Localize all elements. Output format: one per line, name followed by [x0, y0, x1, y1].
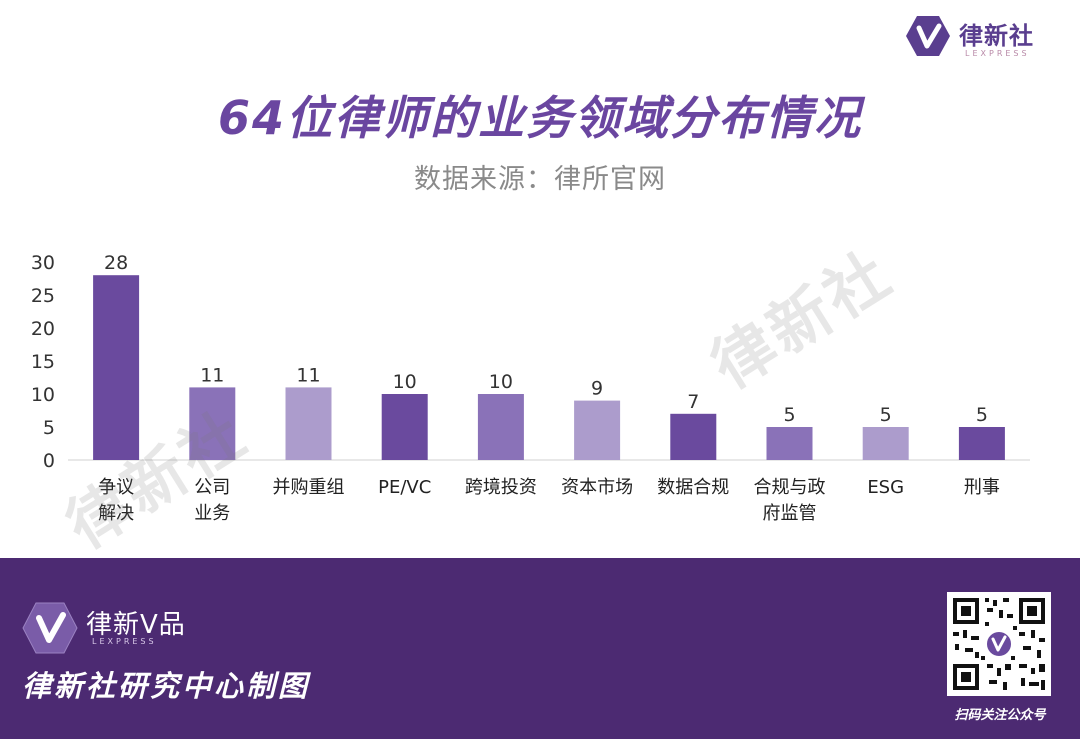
logo-brand-text: 律新社: [959, 22, 1034, 50]
footer-banner: 律新V品 LEXPRESS 律新社研究中心制图 扫码关注公众号: [0, 558, 1080, 739]
x-tick-label: PE/VC: [378, 477, 431, 498]
x-tick-label: 刑事: [964, 477, 1000, 498]
logo-sub-text: LEXPRESS: [965, 49, 1030, 58]
bar: [477, 394, 524, 460]
data-label: 10: [489, 371, 513, 393]
y-tick-label: 5: [43, 417, 55, 439]
footer-brand-sub: LEXPRESS: [92, 637, 157, 646]
x-tick-label: 跨境投资: [465, 477, 537, 498]
y-tick-label: 15: [31, 351, 55, 373]
data-label: 11: [296, 364, 320, 386]
data-label: 10: [393, 371, 417, 393]
data-label: 11: [200, 364, 224, 386]
x-tick-label: 公司: [194, 477, 230, 498]
y-tick-label: 10: [31, 384, 55, 406]
y-tick-label: 30: [31, 252, 55, 274]
qr-code-icon[interactable]: [947, 592, 1051, 696]
footer-maker-text: 律新社研究中心制图: [22, 669, 311, 703]
bar: [574, 400, 621, 460]
bar: [285, 387, 332, 460]
bar: [93, 275, 140, 460]
bar: [381, 394, 428, 460]
chart-title: 64位律师的业务领域分布情况: [217, 91, 862, 145]
data-label: 9: [591, 378, 603, 400]
qr-caption: 扫码关注公众号: [954, 708, 1046, 723]
lexpress-logo-icon: [906, 16, 950, 56]
v-brand-logo-icon: [22, 602, 78, 654]
bar: [670, 413, 717, 460]
data-label: 5: [880, 404, 892, 426]
x-tick-label: 数据合规: [657, 477, 729, 498]
y-tick-label: 20: [31, 318, 55, 340]
x-tick-label: 业务: [194, 503, 230, 524]
x-tick-label: 合规与政: [754, 477, 826, 498]
x-tick-label: 解决: [98, 503, 134, 524]
bar: [958, 427, 1005, 460]
footer-brand-text: 律新V品: [86, 610, 186, 640]
top-logo: 律新社 LEXPRESS: [905, 12, 1065, 62]
x-tick-label: 争议: [98, 477, 134, 498]
data-label: 7: [687, 391, 699, 413]
data-label: 5: [976, 404, 988, 426]
x-tick-label: 并购重组: [273, 477, 345, 498]
x-tick-label: 府监管: [763, 503, 817, 524]
x-tick-label: ESG: [867, 477, 904, 498]
data-label: 5: [783, 404, 795, 426]
y-tick-label: 25: [31, 285, 55, 307]
bar: [862, 427, 909, 460]
chart-subtitle: 数据来源：律所官网: [414, 164, 666, 195]
y-tick-label: 0: [43, 450, 55, 472]
data-label: 28: [104, 252, 128, 274]
x-tick-label: 资本市场: [561, 477, 633, 498]
bar: [189, 387, 236, 460]
bar: [766, 427, 813, 460]
